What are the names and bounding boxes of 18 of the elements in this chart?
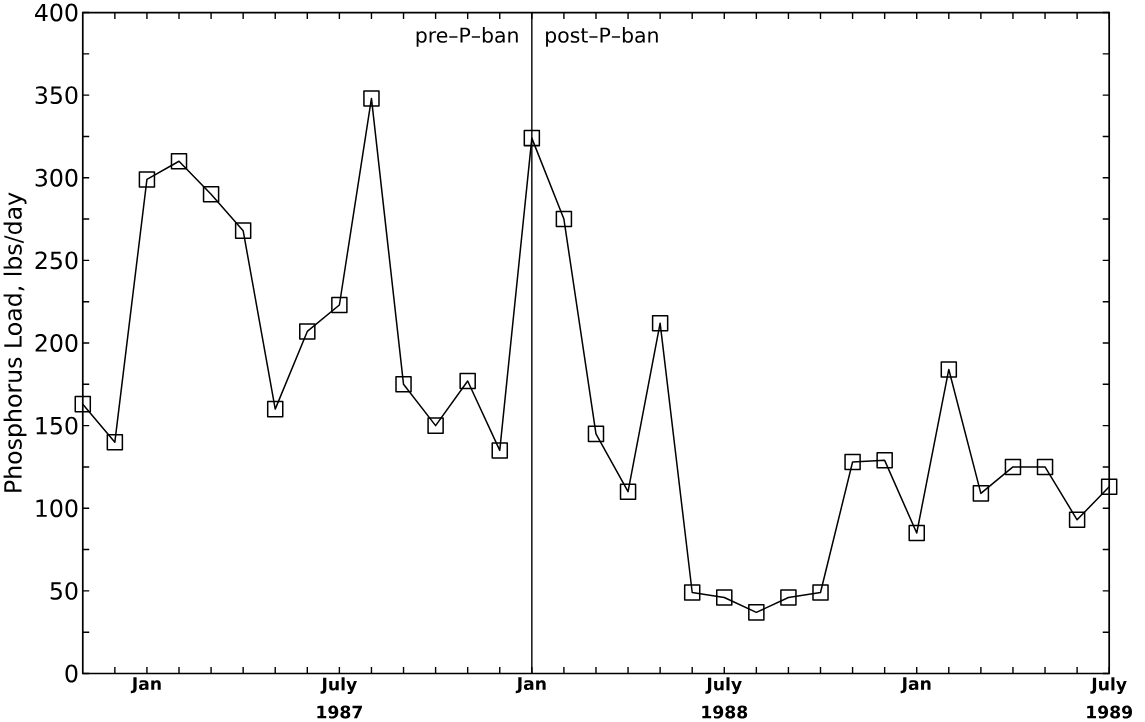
x-tick-label: July 1989 bbox=[1087, 677, 1133, 719]
x-tick-label: July 1987 bbox=[317, 677, 362, 719]
x-tick-label: July 1988 bbox=[702, 677, 748, 719]
y-tick-label: 150 bbox=[36, 416, 78, 435]
y-tick-label: 100 bbox=[36, 499, 78, 518]
y-tick-label: 250 bbox=[35, 251, 78, 270]
x-tick-label: Jan bbox=[130, 677, 161, 694]
annotation: post–P–ban bbox=[546, 27, 658, 47]
y-tick-label: 400 bbox=[35, 3, 78, 22]
y-tick-label: 0 bbox=[65, 664, 78, 683]
y-tick-label: 350 bbox=[35, 86, 78, 105]
annotation: pre–P–ban bbox=[416, 27, 518, 47]
y-tick-label: 200 bbox=[35, 334, 78, 352]
x-tick-label: Jan bbox=[900, 677, 931, 694]
y-axis-title: Phosphorus Load, lbs/day bbox=[3, 192, 27, 492]
x-tick-label: Jan bbox=[515, 677, 546, 694]
y-tick-label: 50 bbox=[50, 581, 78, 600]
y-tick-label: 300 bbox=[35, 168, 78, 187]
